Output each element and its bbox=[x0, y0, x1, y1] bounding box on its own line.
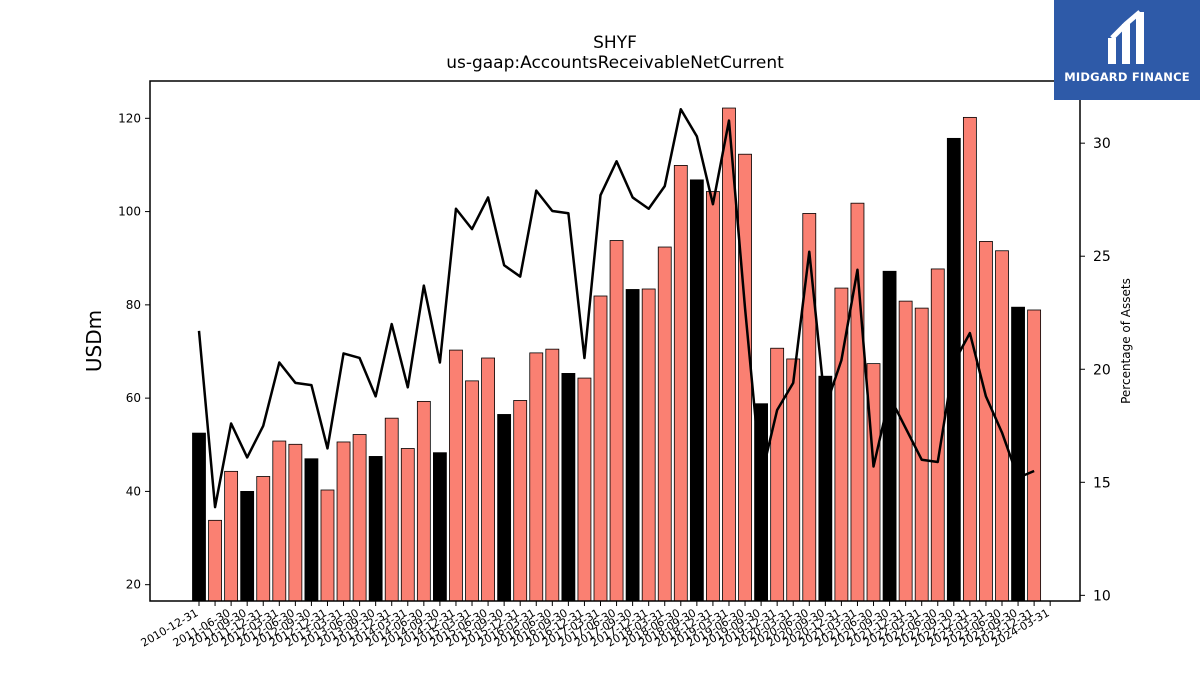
bar bbox=[336, 441, 351, 602]
y-tick-label: 40 bbox=[126, 484, 141, 498]
bar bbox=[513, 400, 528, 602]
bar bbox=[320, 489, 335, 602]
y-tick-label: 80 bbox=[126, 298, 141, 312]
y2-tick-label: 25 bbox=[1093, 249, 1111, 265]
y-tick-label: 60 bbox=[126, 391, 141, 405]
bar bbox=[850, 202, 865, 602]
bar bbox=[770, 347, 785, 602]
y2-tick-label: 10 bbox=[1093, 588, 1111, 604]
bar bbox=[288, 443, 303, 602]
midgard-finance-logo: MIDGARD FINANCE bbox=[1054, 0, 1200, 100]
bar bbox=[497, 414, 512, 602]
bar bbox=[384, 417, 399, 602]
y2-tick-label: 15 bbox=[1093, 475, 1111, 491]
bar bbox=[449, 349, 463, 602]
bar bbox=[208, 519, 222, 602]
chart-subtitle: us-gaap:AccountsReceivableNetCurrent bbox=[446, 53, 784, 73]
bar bbox=[673, 165, 688, 602]
y-axis-left: 20 40 60 80 100 120 bbox=[118, 111, 150, 592]
bar bbox=[625, 289, 640, 602]
bar bbox=[818, 375, 833, 602]
bar bbox=[609, 240, 624, 602]
bar bbox=[914, 307, 929, 602]
bar bbox=[706, 191, 720, 602]
x-axis: 2010-12-312011-06-302011-09-302011-12-31… bbox=[139, 601, 1052, 650]
y-tick-label: 120 bbox=[118, 111, 141, 125]
y2-tick-label: 30 bbox=[1093, 136, 1111, 152]
bar-series bbox=[192, 107, 1042, 602]
bar bbox=[529, 352, 544, 602]
chart-title: SHYF bbox=[593, 33, 637, 53]
plot-frame bbox=[149, 80, 1081, 602]
bar bbox=[882, 270, 897, 602]
bar bbox=[979, 241, 993, 602]
bar bbox=[1011, 306, 1025, 602]
bar bbox=[657, 246, 672, 602]
bar bbox=[898, 300, 913, 602]
bar bbox=[368, 456, 383, 602]
bar bbox=[995, 250, 1009, 602]
bar bbox=[400, 448, 415, 602]
bar bbox=[352, 434, 367, 602]
bar bbox=[545, 348, 560, 602]
percentage-line bbox=[197, 108, 1035, 509]
bar bbox=[416, 400, 431, 602]
bar bbox=[786, 358, 801, 602]
y-tick-label: 20 bbox=[126, 578, 141, 592]
y-axis-left-label: USDm bbox=[82, 310, 106, 372]
bar bbox=[224, 470, 239, 602]
logo-mark-icon bbox=[1108, 10, 1144, 64]
y2-tick-label: 20 bbox=[1093, 362, 1111, 378]
bar bbox=[962, 116, 977, 602]
bar bbox=[738, 153, 752, 602]
bar bbox=[561, 373, 576, 602]
bar bbox=[240, 490, 255, 602]
bar bbox=[481, 357, 495, 602]
bar bbox=[802, 213, 817, 602]
bar bbox=[192, 432, 206, 602]
bar bbox=[577, 377, 592, 602]
y-axis-right-label: Percentage of Assets bbox=[1119, 278, 1133, 404]
bar bbox=[432, 452, 447, 602]
bar bbox=[593, 295, 608, 602]
bar bbox=[641, 288, 656, 602]
bar bbox=[304, 458, 319, 602]
bar bbox=[256, 476, 271, 602]
y-tick-label: 100 bbox=[118, 205, 141, 219]
bar bbox=[1027, 309, 1042, 602]
bar bbox=[272, 440, 287, 602]
y-axis-right: 10 15 20 25 30 bbox=[1080, 136, 1111, 604]
bar bbox=[689, 179, 704, 602]
bar bbox=[465, 380, 479, 602]
logo-text: MIDGARD FINANCE bbox=[1064, 70, 1190, 84]
percentage-line-series bbox=[197, 108, 1035, 509]
